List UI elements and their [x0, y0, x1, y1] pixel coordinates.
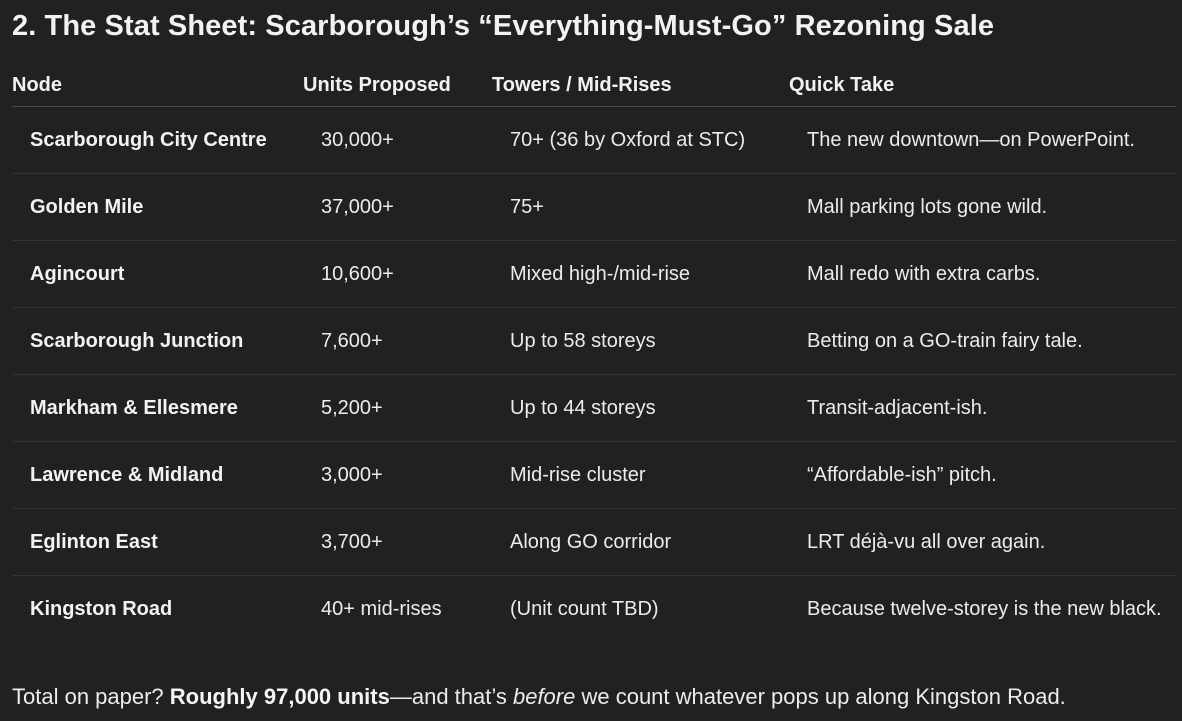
summary-emphasis: before — [512, 684, 576, 709]
column-header-towers-mid-rises: Towers / Mid-Rises — [492, 64, 789, 107]
cell-node: Scarborough City Centre — [12, 106, 303, 174]
cell-units-proposed: 10,600+ — [303, 240, 492, 308]
cell-node: Lawrence & Midland — [12, 441, 303, 509]
cell-quick-take: Mall redo with extra carbs. — [789, 240, 1176, 308]
summary-total-units: Roughly 97,000 units — [169, 684, 390, 709]
cell-towers-mid-rises: Mid-rise cluster — [492, 441, 789, 509]
table-row: Eglinton East 3,700+ Along GO corridor L… — [12, 508, 1176, 576]
cell-towers-mid-rises: Along GO corridor — [492, 508, 789, 576]
cell-towers-mid-rises: Mixed high-/mid-rise — [492, 240, 789, 308]
section-heading: 2. The Stat Sheet: Scarborough’s “Everyt… — [12, 10, 995, 42]
cell-node: Golden Mile — [12, 173, 303, 241]
cell-node: Agincourt — [12, 240, 303, 308]
cell-towers-mid-rises: 75+ — [492, 173, 789, 241]
summary-middle: —and that’s — [389, 684, 513, 709]
cell-quick-take: “Affordable-ish” pitch. — [789, 441, 1176, 509]
table-row: Scarborough City Centre 30,000+ 70+ (36 … — [12, 106, 1176, 174]
column-header-node: Node — [12, 64, 303, 107]
cell-units-proposed: 37,000+ — [303, 173, 492, 241]
table-row: Kingston Road 40+ mid-rises (Unit count … — [12, 576, 1176, 643]
summary-paragraph: Total on paper? Roughly 97,000 units—and… — [12, 684, 1066, 710]
cell-units-proposed: 3,000+ — [303, 441, 492, 509]
cell-units-proposed: 40+ mid-rises — [321, 597, 442, 620]
cell-units-proposed: 5,200+ — [303, 374, 492, 442]
table-row: Lawrence & Midland 3,000+ Mid-rise clust… — [12, 441, 1176, 509]
cell-towers-mid-rises: (Unit count TBD) — [510, 597, 659, 620]
summary-suffix: we count whatever pops up along Kingston… — [575, 684, 1066, 709]
cell-units-proposed: 30,000+ — [303, 106, 492, 174]
cell-quick-take: Betting on a GO-train fairy tale. — [789, 307, 1176, 375]
table-row: Golden Mile 37,000+ 75+ Mall parking lot… — [12, 173, 1176, 241]
column-header-units-proposed: Units Proposed — [303, 64, 492, 107]
table-header-row: Node Units Proposed Towers / Mid-Rises Q… — [12, 64, 1176, 107]
cell-towers-mid-rises: Up to 58 storeys — [492, 307, 789, 375]
cell-towers-mid-rises: Up to 44 storeys — [492, 374, 789, 442]
cell-quick-take: Mall parking lots gone wild. — [789, 173, 1176, 241]
rezoning-stats-table: Node Units Proposed Towers / Mid-Rises Q… — [12, 64, 1176, 642]
cell-node: Kingston Road — [30, 597, 173, 620]
table-row: Scarborough Junction 7,600+ Up to 58 sto… — [12, 307, 1176, 375]
cell-towers-mid-rises: 70+ (36 by Oxford at STC) — [492, 106, 789, 174]
cell-node: Scarborough Junction — [12, 307, 303, 375]
cell-quick-take: Because twelve-storey is the new black. — [807, 597, 1162, 620]
column-header-quick-take: Quick Take — [789, 64, 1176, 107]
cell-quick-take: The new downtown—on PowerPoint. — [789, 106, 1176, 174]
table-row: Agincourt 10,600+ Mixed high-/mid-rise M… — [12, 240, 1176, 308]
table-row: Markham & Ellesmere 5,200+ Up to 44 stor… — [12, 374, 1176, 442]
cell-node: Eglinton East — [12, 508, 303, 576]
cell-node: Markham & Ellesmere — [12, 374, 303, 442]
cell-units-proposed: 3,700+ — [303, 508, 492, 576]
cell-quick-take: Transit-adjacent-ish. — [789, 374, 1176, 442]
cell-units-proposed: 7,600+ — [303, 307, 492, 375]
summary-prefix: Total on paper? — [12, 684, 170, 709]
cell-quick-take: LRT déjà-vu all over again. — [789, 508, 1176, 576]
